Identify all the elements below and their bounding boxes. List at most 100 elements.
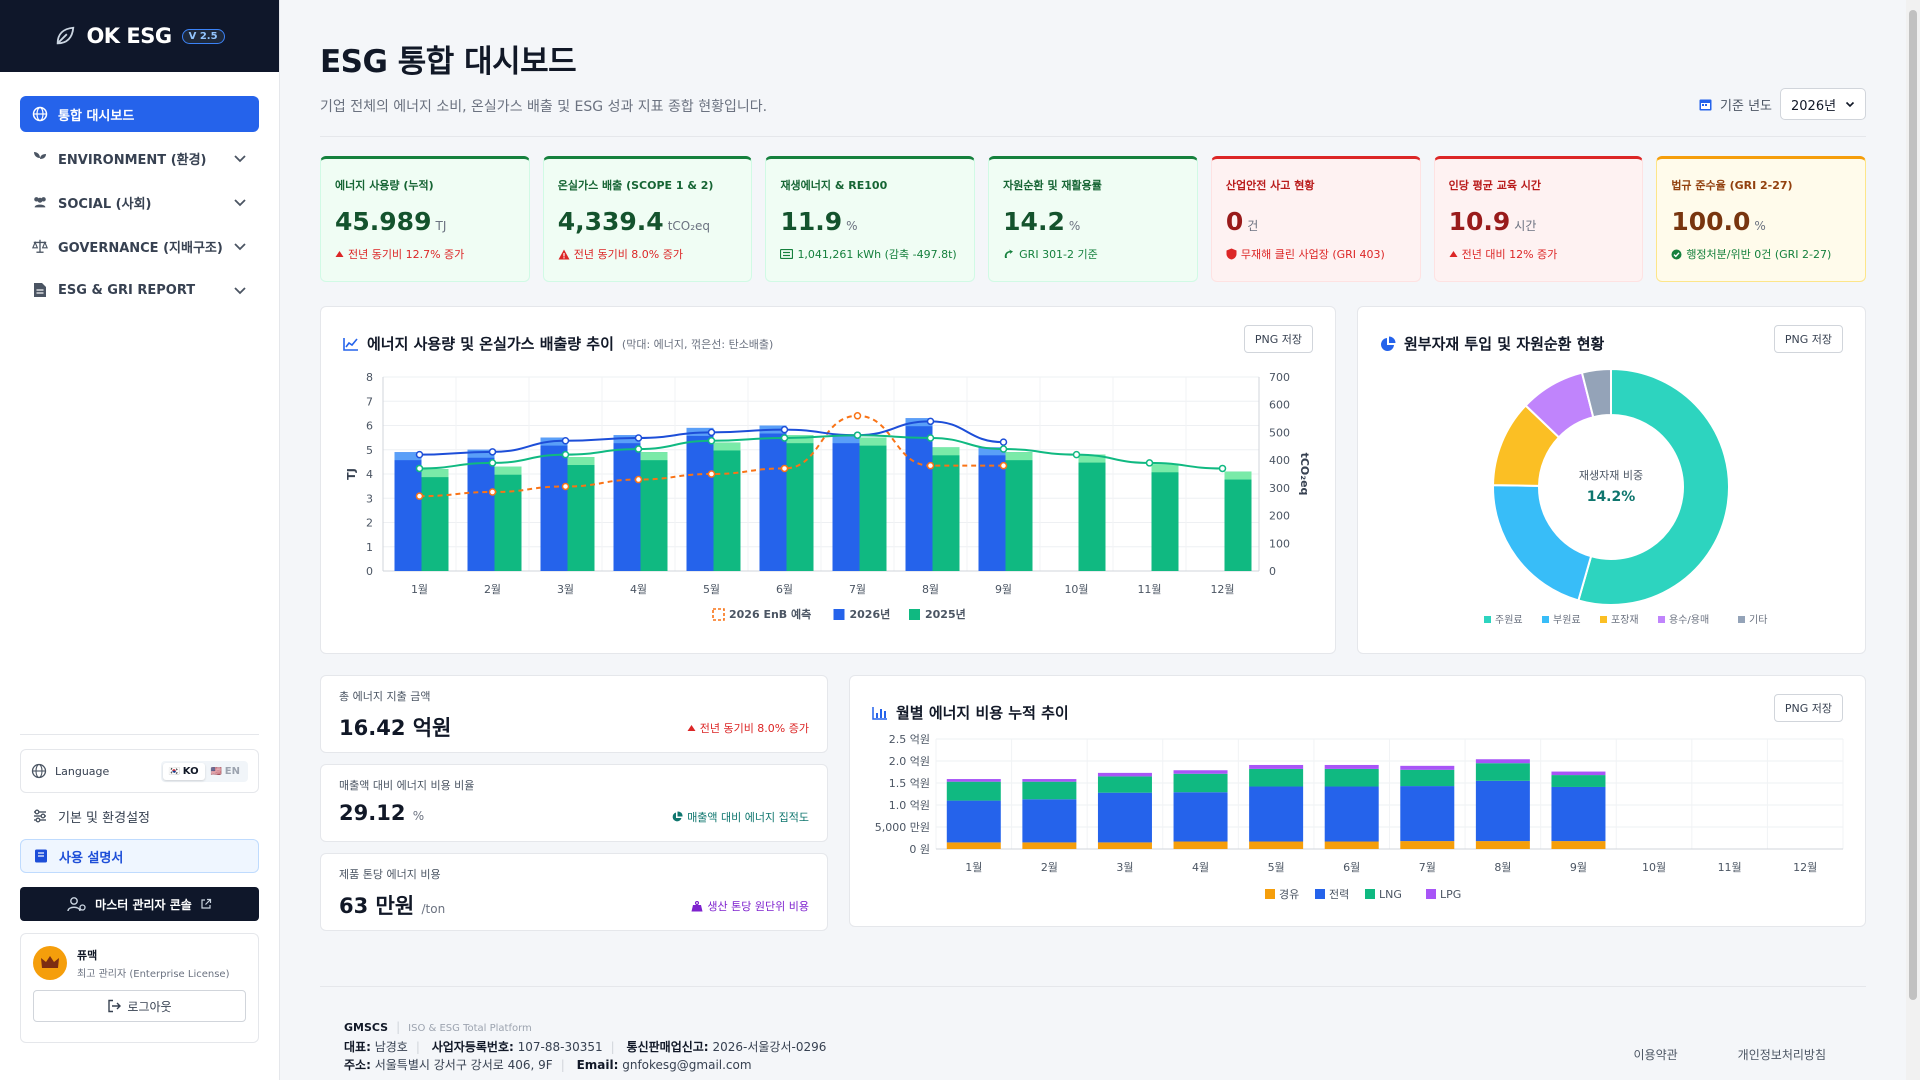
nav-environment[interactable]: ENVIRONMENT (환경) [20, 140, 259, 176]
scrollbar-thumb[interactable] [1909, 10, 1917, 1000]
meter-icon [780, 249, 794, 259]
series-point [707, 428, 716, 437]
legend-label: 용수/용매 [1669, 614, 1709, 626]
bar-cap [394, 452, 422, 461]
kpi-value: 11.9% [780, 207, 960, 236]
legend-label: LNG [1379, 888, 1402, 901]
kpi-unit: % [1068, 219, 1081, 233]
legend-swatch [833, 609, 845, 620]
year-select[interactable]: 2026년 [1780, 88, 1866, 120]
stat-tag: 매출액 대비 에너지 집적도 [671, 809, 809, 825]
bar-cap [1224, 471, 1252, 480]
x-tick-label: 3월 [1116, 861, 1133, 874]
kpi-label: 자원순환 및 재활용률 [1003, 179, 1102, 192]
nav-governance[interactable]: GOVERNANCE (지배구조) [20, 228, 259, 264]
kpi-card[interactable]: 재생에너지 & RE100 11.9% 1,041,261 kWh (감축 -497… [765, 156, 976, 282]
lang-ko-label: KO [182, 765, 199, 777]
nav-label: SOCIAL (사회) [58, 196, 152, 212]
stacked-bar-segment [946, 800, 1001, 843]
caret-up-icon [1449, 251, 1458, 257]
footer-company: GMSCS [344, 1021, 389, 1034]
y-axis-label: TJ [345, 468, 358, 480]
series-point [1145, 459, 1154, 467]
bar-2025 [786, 435, 814, 571]
energy-chart-title-text: 에너지 사용량 및 온실가스 배출량 추이 [367, 335, 614, 353]
line-chart-icon [343, 337, 358, 351]
png-save-button[interactable]: PNG 저장 [1773, 694, 1843, 722]
terms-link[interactable]: 이용약관 [1633, 1048, 1678, 1062]
bar-2026 [832, 435, 860, 571]
y-tick-label: 0 [366, 565, 373, 578]
kpi-card[interactable]: 온실가스 배출 (SCOPE 1 & 2) 4,339.4 tCO₂eq 전년 동기비… [542, 156, 753, 282]
y-tick-label: 5 [366, 444, 373, 457]
stat-unit: /ton [421, 902, 446, 916]
kpi-card[interactable]: 인당 평균 교육 시간 10.9 시간 전년 대비 12% 증가 [1433, 156, 1644, 282]
legend-swatch [1738, 616, 1745, 623]
kpi-card[interactable]: 에너지 사용량 (누적) 45.989 TJ 전년 동기비 12.7% 증가 [320, 156, 530, 282]
stacked-bar-segment [1400, 786, 1455, 842]
x-tick-label: 4월 [1192, 861, 1209, 874]
kpi-label: 산업안전 사고 현황 [1225, 179, 1315, 192]
kpi-number: 11.9 [780, 207, 843, 236]
brand-header[interactable]: OK ESG V 2.5 [0, 0, 279, 72]
chevron-down-icon[interactable] [233, 239, 247, 253]
stacked-bar-segment [1551, 775, 1606, 787]
energy-chart-card: 에너지 사용량 및 온실가스 배출량 추이 (막대: 에너지, 꺾은선: 탄소배… [320, 306, 1336, 654]
stacked-bar-segment [1475, 841, 1530, 849]
stacked-bar-segment [1551, 771, 1606, 776]
series-point [707, 436, 716, 445]
bar-2025 [932, 447, 960, 571]
kpi-label: 에너지 사용량 (누적) [335, 179, 434, 192]
manual-link[interactable]: 사용 설명서 [20, 839, 259, 873]
lang-ko-button[interactable]: 🇰🇷 KO [162, 762, 205, 780]
kpi-note-text: 무재해 클린 사업장 (GRI 403) [1240, 248, 1385, 261]
legend-label: LPG [1440, 888, 1461, 901]
series-point [780, 464, 789, 473]
crown-icon [41, 956, 59, 968]
chevron-down-icon[interactable] [233, 151, 247, 165]
master-console-button[interactable]: 마스터 관리자 콘솔 [20, 887, 259, 921]
stat-number: 16.42 억원 [339, 716, 452, 740]
stacked-bar-segment [1173, 770, 1228, 774]
chevron-down-icon[interactable] [233, 195, 247, 209]
page-scrollbar[interactable] [1906, 0, 1920, 1080]
cost-chart-title: 월별 에너지 비용 누적 추이 [872, 702, 1069, 723]
kpi-row: 에너지 사용량 (누적) 45.989 TJ 전년 동기비 12.7% 증가 온실가스 … [320, 156, 1867, 282]
chevron-down-icon[interactable] [233, 283, 247, 297]
scale-icon [32, 238, 48, 254]
y2-tick-label: 400 [1269, 454, 1290, 467]
footer-links: 이용약관 개인정보처리방침 [1634, 1046, 1827, 1063]
series-point [853, 431, 862, 439]
kpi-card[interactable]: 자원순환 및 재활용률 14.2% GRI 301-2 기준 [988, 156, 1198, 282]
series-point [926, 461, 935, 470]
kpi-card[interactable]: 법규 준수율 (GRI 2-27) 100.0% 행정처분/위반 0건 (GRI 2… [1656, 156, 1867, 282]
footer-addr: 서울특별시 강서구 강서로 406, 9F [374, 1058, 553, 1072]
series-line [419, 434, 1223, 470]
series-point [488, 488, 497, 496]
nav-report[interactable]: ESG & GRI REPORT [20, 272, 259, 308]
privacy-link[interactable]: 개인정보처리방침 [1737, 1048, 1826, 1062]
png-save-button[interactable]: PNG 저장 [1773, 325, 1843, 353]
legend-swatch [1365, 889, 1375, 899]
logout-button[interactable]: 로그아웃 [33, 990, 246, 1022]
lang-en-button[interactable]: 🇺🇸 EN [205, 763, 246, 780]
series-point [634, 434, 643, 442]
legend-swatch [1265, 889, 1275, 899]
png-save-button[interactable]: PNG 저장 [1243, 325, 1313, 353]
kpi-number: 4,339.4 [557, 207, 664, 236]
kpi-card[interactable]: 산업안전 사고 현황 0 건 무재해 클린 사업장 (GRI 403) [1210, 156, 1421, 282]
y-tick-label: 1 [366, 541, 373, 554]
settings-link[interactable]: 기본 및 환경설정 [20, 799, 259, 833]
footer-platform: ISO & ESG Total Platform [408, 1023, 532, 1034]
x-tick-label: 6월 [1343, 861, 1360, 874]
legend-swatch [1315, 889, 1325, 899]
sidebar-bottom: Language 🇰🇷 KO 🇺🇸 EN 기본 및 환경설정 사용 설명서 마스터 … [20, 734, 259, 1043]
nav-social[interactable]: SOCIAL (사회) [20, 184, 259, 220]
kpi-number: 0 [1225, 207, 1244, 236]
check-circle-icon [1671, 249, 1682, 259]
pie-chart-icon [672, 811, 683, 822]
y2-axis-label: tCO₂eq [1298, 453, 1311, 496]
y-tick-label: 2.5 억원 [889, 733, 930, 746]
nav-dashboard[interactable]: 통합 대시보드 [20, 96, 259, 132]
stacked-bar-segment [1324, 841, 1379, 849]
